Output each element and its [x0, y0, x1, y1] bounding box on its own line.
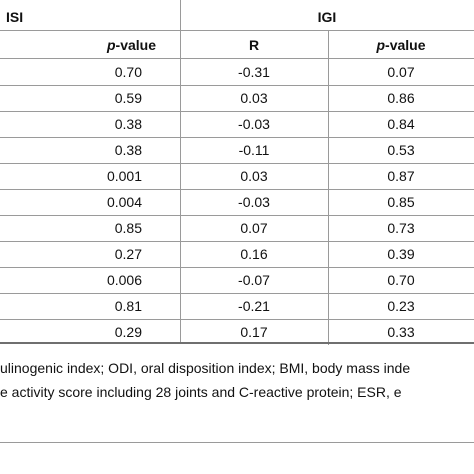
column-divider — [328, 215, 329, 241]
row-divider — [0, 137, 474, 138]
cell-isi-p-value: 0.38 — [114, 116, 142, 132]
cell-igi-p-value: 0.39 — [387, 246, 415, 262]
column-divider — [328, 267, 329, 293]
column-divider — [328, 293, 329, 319]
cell-igi-p-value: 0.33 — [387, 324, 415, 340]
p-rest: -value — [115, 37, 156, 53]
header-divider-columns — [0, 58, 474, 59]
cell-igi-r: 0.03 — [240, 90, 268, 106]
cell-igi-p-value: 0.70 — [387, 272, 415, 288]
cell-igi-r: -0.11 — [238, 142, 270, 158]
cell-igi-r: -0.03 — [238, 116, 270, 132]
cell-igi-p-value: 0.23 — [387, 298, 415, 314]
cell-igi-r: 0.03 — [240, 168, 268, 184]
cell-isi-p-value: 0.81 — [114, 298, 142, 314]
row-divider — [0, 111, 474, 112]
footnote-line-2: e activity score including 28 joints and… — [0, 384, 402, 400]
table-bottom-rule — [0, 342, 474, 344]
column-divider — [328, 319, 329, 345]
column-divider — [328, 30, 329, 59]
row-divider — [0, 267, 474, 268]
cell-isi-p-value: 0.004 — [106, 194, 142, 210]
row-divider — [0, 215, 474, 216]
col-header-igi-r: R — [248, 37, 260, 53]
cell-isi-p-value: 0.85 — [114, 220, 142, 236]
column-divider — [328, 189, 329, 215]
col-header-isi-p-value: p-value — [0, 34, 180, 56]
cell-isi-p-value: 0.006 — [106, 272, 142, 288]
group-header-igi: IGI — [317, 9, 337, 25]
cell-igi-p-value: 0.53 — [387, 142, 415, 158]
cell-igi-r: -0.31 — [238, 64, 270, 80]
p-italic: p — [376, 37, 386, 53]
p-rest: -value — [385, 37, 426, 53]
cell-igi-p-value: 0.85 — [387, 194, 415, 210]
cell-igi-r: -0.07 — [238, 272, 270, 288]
row-divider — [0, 163, 474, 164]
group-divider — [180, 0, 181, 342]
group-header-isi: ISI — [6, 9, 24, 25]
col-header-igi-p-value: p-value — [328, 34, 474, 56]
cell-isi-p-value: 0.38 — [114, 142, 142, 158]
cell-igi-r: -0.21 — [238, 298, 270, 314]
row-divider — [0, 319, 474, 320]
row-divider — [0, 241, 474, 242]
cell-isi-p-value: 0.001 — [106, 168, 142, 184]
cell-igi-r: 0.17 — [240, 324, 268, 340]
cell-igi-p-value: 0.84 — [387, 116, 415, 132]
row-divider — [0, 85, 474, 86]
column-divider — [328, 163, 329, 189]
footer-rule — [0, 442, 474, 443]
cell-igi-r: 0.07 — [240, 220, 268, 236]
row-divider — [0, 189, 474, 190]
cell-isi-p-value: 0.29 — [114, 324, 142, 340]
cell-igi-p-value: 0.87 — [387, 168, 415, 184]
cell-igi-r: -0.03 — [238, 194, 270, 210]
row-divider — [0, 293, 474, 294]
cell-isi-p-value: 0.70 — [114, 64, 142, 80]
column-divider — [328, 85, 329, 111]
column-divider — [328, 241, 329, 267]
p-italic: p — [106, 37, 116, 53]
column-divider — [328, 111, 329, 137]
column-divider — [328, 59, 329, 85]
cell-igi-p-value: 0.73 — [387, 220, 415, 236]
cell-igi-p-value: 0.86 — [387, 90, 415, 106]
cell-isi-p-value: 0.27 — [114, 246, 142, 262]
column-divider — [328, 137, 329, 163]
cell-igi-p-value: 0.07 — [387, 64, 415, 80]
cell-isi-p-value: 0.59 — [114, 90, 142, 106]
cell-igi-r: 0.16 — [240, 246, 268, 262]
footnote-line-1: ulinogenic index; ODI, oral disposition … — [0, 360, 411, 376]
header-divider-group — [0, 30, 474, 31]
